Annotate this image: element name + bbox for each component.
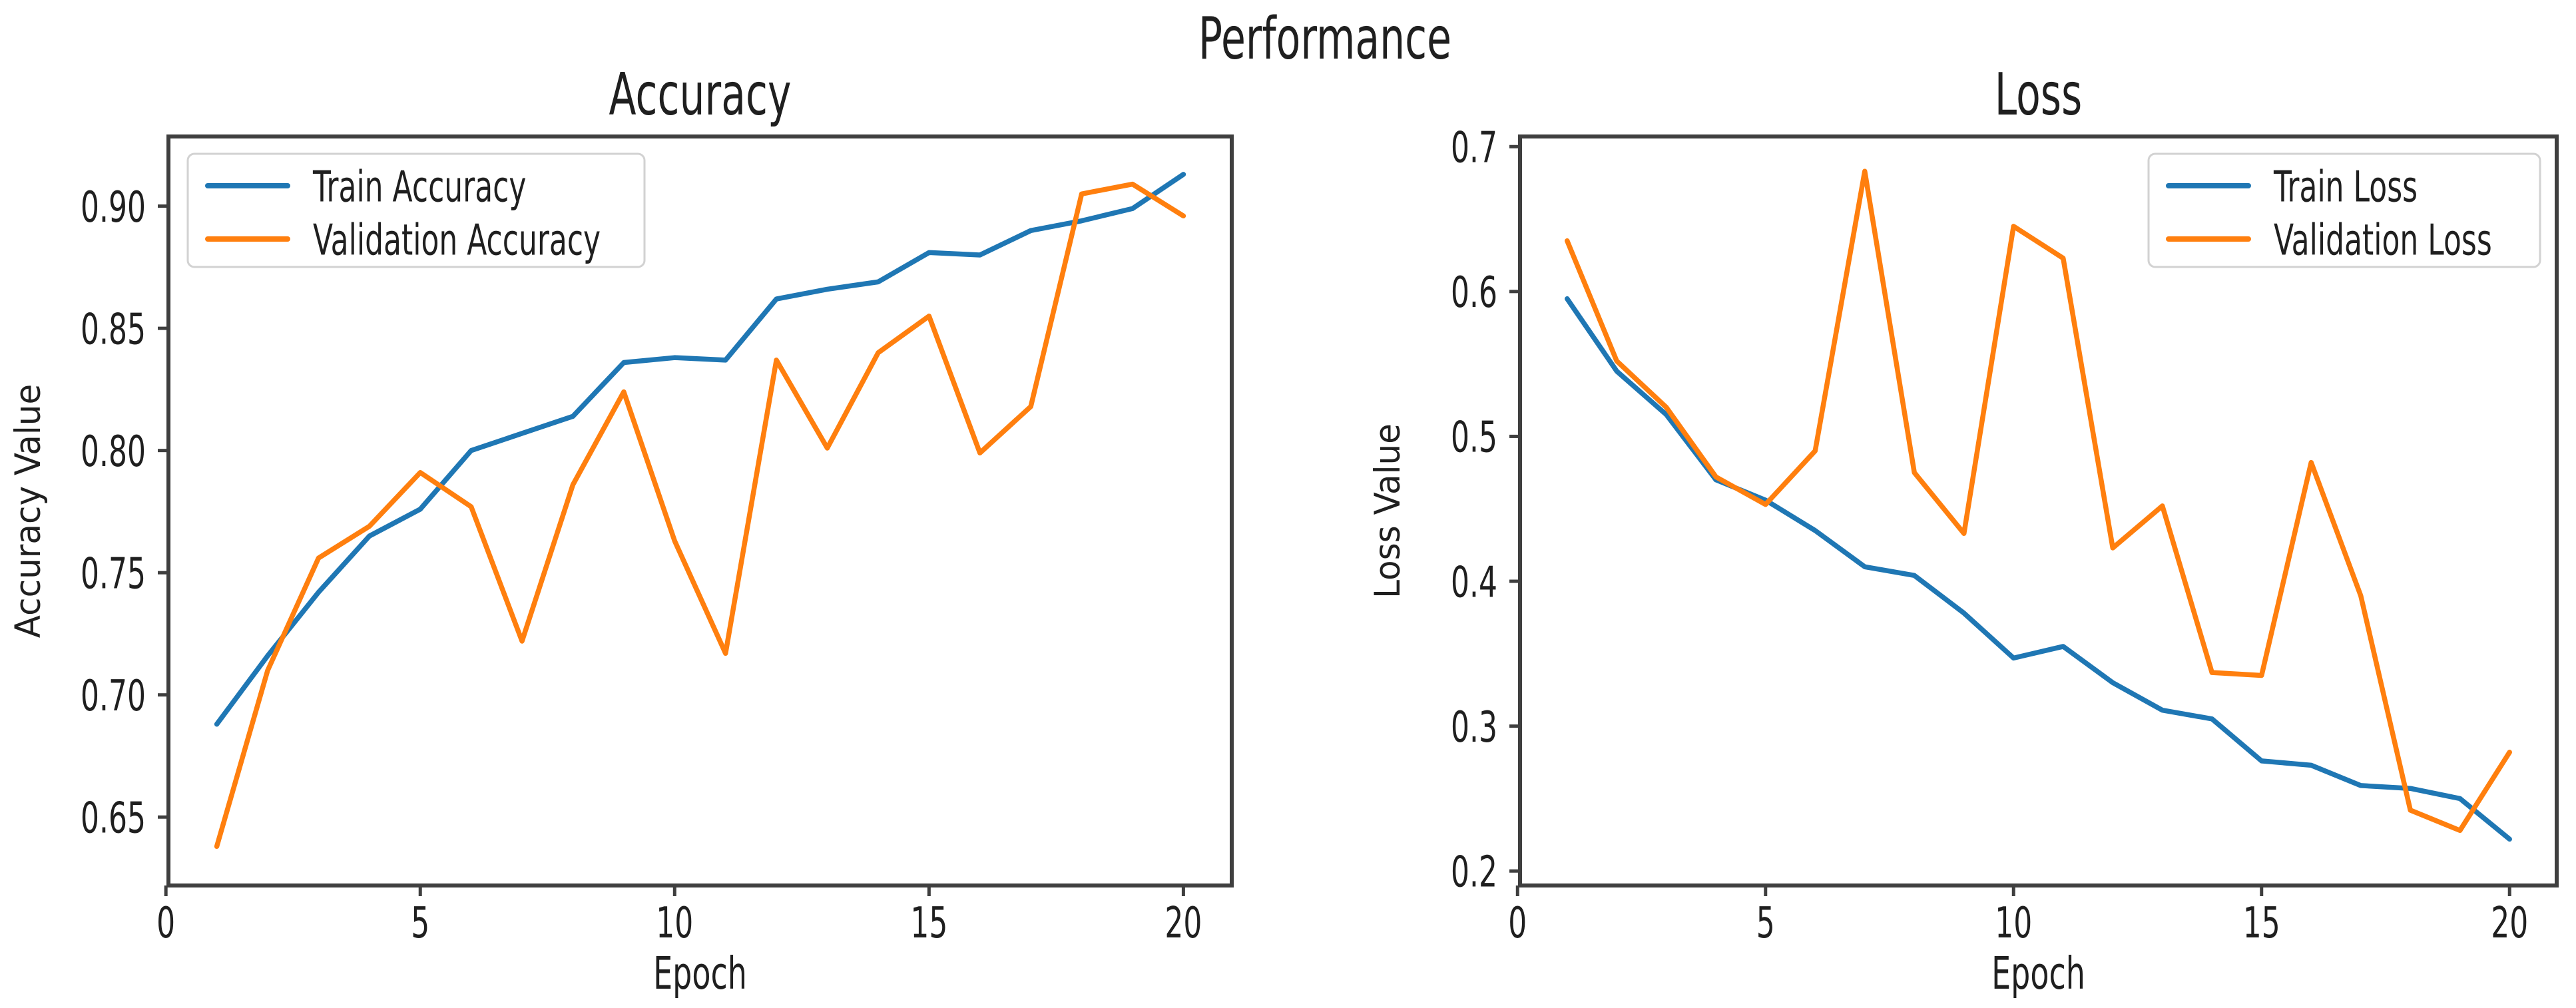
x-tick-label: 15 — [910, 898, 947, 948]
x-tick-label: 20 — [2491, 898, 2528, 948]
x-tick-label: 10 — [656, 898, 693, 948]
y-axis-label: Loss Value — [1368, 423, 1409, 599]
train-loss-line — [1565, 296, 2512, 842]
y-axis-label: Accuracy Value — [8, 384, 49, 638]
x-tick-label: 5 — [1756, 898, 1775, 948]
subplot-title: Loss — [1995, 61, 2083, 128]
y-tick-label: 0.70 — [81, 671, 146, 721]
x-tick-label: 20 — [1164, 898, 1202, 948]
y-tick-label: 0.7 — [1451, 123, 1497, 172]
y-tick-label: 0.85 — [81, 304, 146, 354]
y-tick-label: 0.80 — [81, 427, 146, 477]
train-accuracy-line — [214, 172, 1186, 727]
y-tick-label: 0.4 — [1451, 557, 1497, 607]
y-tick-label: 0.75 — [81, 549, 146, 599]
x-tick-label: 15 — [2243, 898, 2280, 948]
axes-spines — [1518, 134, 2559, 887]
legend-entry-label: Train Accuracy — [312, 162, 526, 212]
x-tick-label: 0 — [1508, 898, 1527, 948]
y-tick-label: 0.6 — [1451, 268, 1497, 318]
validation-accuracy-line — [214, 181, 1186, 850]
validation-loss-line — [1565, 168, 2512, 834]
axes-spines — [166, 134, 1234, 887]
legend-box — [186, 152, 646, 268]
legend-entry-label: Train Loss — [2273, 162, 2418, 212]
x-tick-label: 5 — [411, 898, 429, 948]
subplot-title: Accuracy — [609, 61, 792, 128]
y-tick-label: 0.65 — [81, 793, 146, 843]
legend-entry-label: Validation Accuracy — [313, 215, 601, 265]
x-axis-label: Epoch — [1991, 947, 2085, 999]
y-tick-label: 0.5 — [1451, 412, 1497, 462]
legend-entry-label: Validation Loss — [2274, 215, 2492, 265]
y-tick-label: 0.90 — [81, 182, 146, 232]
y-tick-label: 0.3 — [1451, 702, 1497, 752]
loss-subplot: 0.2 0.3 0.4 0.5 0.6 0.7 0 5 10 15 20 Loss Epoch Loss … — [1368, 61, 2559, 999]
x-axis-label: Epoch — [653, 947, 747, 999]
accuracy-subplot: 0.65 0.70 0.75 0.80 0.85 0.90 0 5 10 15 20 Accuracy… — [8, 61, 1234, 999]
x-tick-label: 10 — [1995, 898, 2032, 948]
y-tick-label: 0.2 — [1451, 847, 1497, 897]
figure-suptitle: Performance — [1198, 5, 1451, 73]
x-tick-label: 0 — [156, 898, 175, 948]
